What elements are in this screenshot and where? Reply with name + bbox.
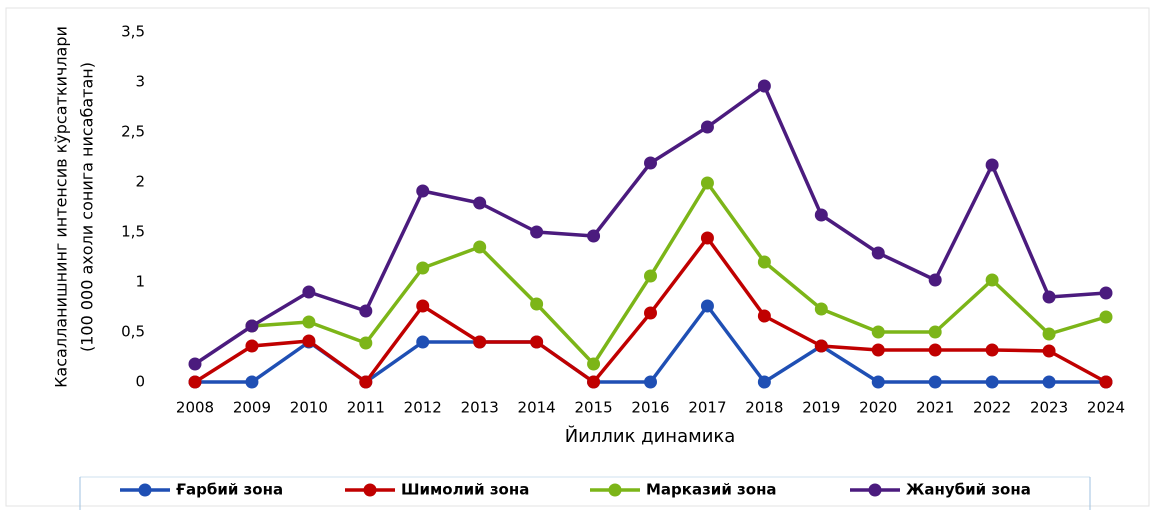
- data-point: [928, 325, 942, 339]
- legend-marker: [138, 483, 152, 497]
- x-tick-label: 2019: [802, 399, 840, 417]
- data-point: [757, 79, 771, 93]
- data-point: [871, 343, 885, 357]
- y-tick-label: 2: [135, 173, 145, 191]
- x-tick-label: 2022: [973, 399, 1011, 417]
- x-tick-label: 2015: [574, 399, 612, 417]
- data-point: [1042, 327, 1056, 341]
- x-tick-label: 2010: [290, 399, 328, 417]
- series-line: [251, 181, 1107, 366]
- y-tick-label: 2,5: [121, 123, 145, 141]
- legend-marker: [868, 483, 882, 497]
- data-point: [416, 184, 430, 198]
- x-tick-label: 2024: [1087, 399, 1125, 417]
- data-point: [359, 304, 373, 318]
- legend-label: Жанубий зона: [906, 481, 1031, 499]
- data-point: [985, 375, 999, 389]
- data-point: [188, 375, 202, 389]
- y-tick-label: 0: [135, 373, 145, 391]
- data-point: [359, 375, 373, 389]
- data-point: [1099, 375, 1113, 389]
- series-line: [194, 84, 1107, 366]
- data-point: [530, 335, 544, 349]
- data-point: [473, 335, 487, 349]
- data-point: [985, 343, 999, 357]
- x-tick-label: 2008: [176, 399, 214, 417]
- y-tick-label: 1: [135, 273, 145, 291]
- data-point: [700, 120, 714, 134]
- data-point: [814, 302, 828, 316]
- data-point: [530, 225, 544, 239]
- data-point: [700, 176, 714, 190]
- data-point: [644, 156, 657, 170]
- y-tick-label: 0,5: [121, 323, 145, 341]
- x-tick-label: 2014: [518, 399, 556, 417]
- legend-label: Марказий зона: [646, 481, 777, 499]
- data-point: [814, 208, 828, 222]
- legend-marker: [363, 483, 377, 497]
- data-point: [1099, 310, 1113, 324]
- data-point: [530, 297, 544, 311]
- data-point: [814, 339, 828, 353]
- data-point: [1099, 286, 1113, 300]
- x-tick-label: 2020: [859, 399, 897, 417]
- x-tick-label: 2016: [631, 399, 669, 417]
- data-point: [928, 273, 942, 287]
- data-point: [985, 158, 999, 172]
- data-point: [416, 335, 430, 349]
- data-point: [928, 343, 942, 357]
- x-tick-label: 2021: [916, 399, 954, 417]
- data-point: [757, 375, 771, 389]
- y-tick-label: 1,5: [121, 223, 145, 241]
- data-point: [245, 339, 259, 353]
- data-point: [1042, 344, 1056, 358]
- data-point: [1042, 290, 1056, 304]
- data-point: [1042, 375, 1056, 389]
- x-tick-label: 2017: [688, 399, 726, 417]
- x-tick-label: 2011: [347, 399, 385, 417]
- data-point: [416, 299, 430, 313]
- data-point: [644, 269, 657, 283]
- data-point: [245, 319, 259, 333]
- data-point: [587, 357, 601, 371]
- x-tick-label: 2018: [745, 399, 783, 417]
- data-point: [928, 375, 942, 389]
- data-point: [302, 285, 316, 299]
- frame: [5, 7, 1150, 507]
- data-point: [644, 306, 657, 320]
- data-point: [188, 357, 202, 371]
- x-tick-label: 2009: [233, 399, 271, 417]
- data-point: [871, 325, 885, 339]
- data-point: [359, 336, 373, 350]
- data-point: [700, 299, 714, 313]
- data-point: [587, 229, 601, 243]
- data-point: [473, 196, 487, 210]
- data-point: [700, 231, 714, 245]
- data-point: [245, 375, 259, 389]
- data-point: [757, 309, 771, 323]
- legend-label: Шимолий зона: [401, 481, 529, 499]
- data-point: [871, 246, 885, 260]
- data-point: [587, 375, 601, 389]
- data-point: [644, 375, 657, 389]
- x-tick-label: 2012: [404, 399, 442, 417]
- data-point: [302, 334, 316, 348]
- y-axis-label: Касалланишнинг интенсив кўрсаткичлари: [52, 26, 71, 388]
- data-point: [757, 255, 771, 269]
- data-point: [302, 315, 316, 329]
- y-tick-label: 3,5: [121, 23, 145, 41]
- y-tick-label: 3: [135, 73, 145, 91]
- legend-label: Ғарбий зона: [176, 481, 283, 499]
- data-point: [416, 261, 430, 275]
- x-tick-label: 2023: [1030, 399, 1068, 417]
- data-point: [985, 273, 999, 287]
- data-point: [473, 240, 487, 254]
- data-point: [871, 375, 885, 389]
- x-tick-label: 2013: [461, 399, 499, 417]
- x-axis-label: Йиллик динамика: [565, 425, 736, 447]
- legend-marker: [608, 483, 622, 497]
- y-axis-label: (100 000 ахоли сонига нисабатан): [78, 62, 97, 352]
